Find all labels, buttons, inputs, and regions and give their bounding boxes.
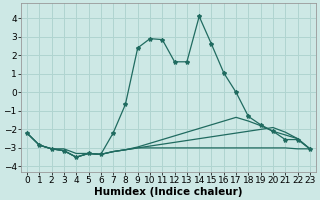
X-axis label: Humidex (Indice chaleur): Humidex (Indice chaleur) [94,187,243,197]
